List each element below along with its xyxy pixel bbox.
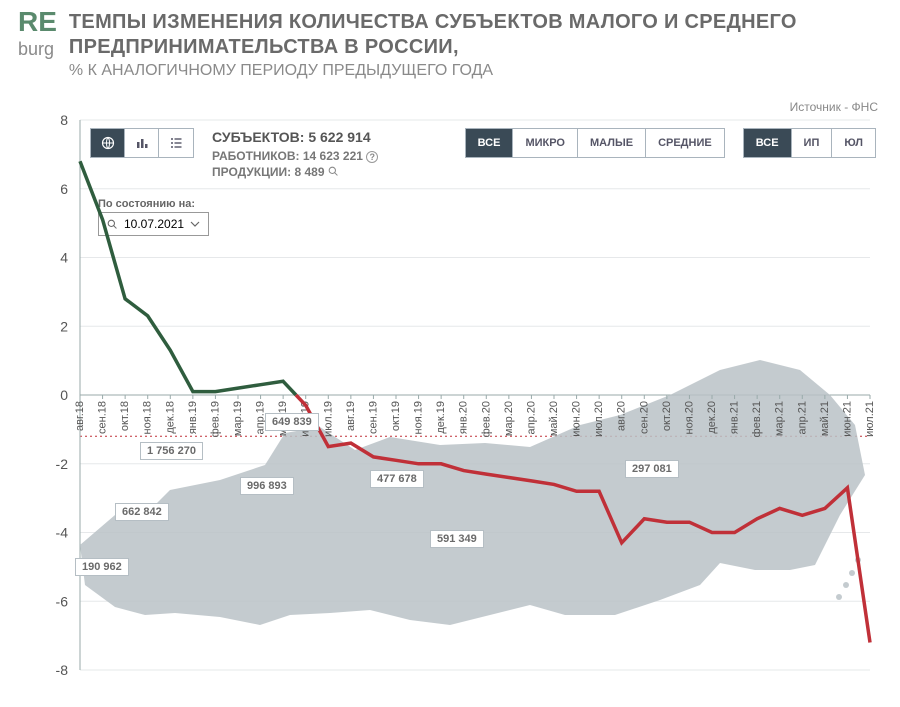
svg-text:мар.21: мар.21: [774, 401, 786, 436]
svg-text:май.20: май.20: [548, 401, 560, 436]
svg-text:8: 8: [60, 115, 68, 128]
svg-text:дек.20: дек.20: [706, 401, 718, 434]
svg-text:июл.21: июл.21: [864, 401, 876, 437]
svg-text:сен.19: сен.19: [367, 401, 379, 434]
svg-text:сен.20: сен.20: [638, 401, 650, 434]
svg-text:июн.21: июн.21: [841, 401, 853, 437]
svg-text:-2: -2: [56, 456, 69, 472]
svg-text:фев.20: фев.20: [480, 401, 492, 437]
svg-text:ноя.20: ноя.20: [683, 401, 695, 434]
svg-text:янв.20: янв.20: [458, 401, 470, 434]
svg-text:апр.21: апр.21: [796, 401, 808, 434]
region-label: 996 893: [240, 477, 294, 495]
svg-text:сен.18: сен.18: [97, 401, 109, 434]
svg-text:фев.19: фев.19: [209, 401, 221, 437]
svg-text:июл.20: июл.20: [593, 401, 605, 437]
svg-text:ноя.18: ноя.18: [142, 401, 154, 434]
svg-text:окт.18: окт.18: [119, 401, 131, 431]
svg-text:янв.21: янв.21: [729, 401, 741, 434]
svg-text:авг.19: авг.19: [345, 401, 357, 431]
svg-text:июн.20: июн.20: [571, 401, 583, 437]
page-title: ТЕМПЫ ИЗМЕНЕНИЯ КОЛИЧЕСТВА СУБЪЕКТОВ МАЛ…: [69, 10, 882, 60]
svg-text:ноя.19: ноя.19: [413, 401, 425, 434]
svg-text:фев.21: фев.21: [751, 401, 763, 437]
region-label: 297 081: [625, 460, 679, 478]
svg-text:янв.19: янв.19: [187, 401, 199, 434]
title-block: ТЕМПЫ ИЗМЕНЕНИЯ КОЛИЧЕСТВА СУБЪЕКТОВ МАЛ…: [69, 10, 882, 80]
svg-text:авг.18: авг.18: [74, 401, 86, 431]
region-label: 591 349: [430, 530, 484, 548]
svg-text:дек.19: дек.19: [435, 401, 447, 434]
svg-text:окт.19: окт.19: [390, 401, 402, 431]
logo-top: RE: [18, 6, 57, 37]
svg-text:2: 2: [60, 318, 68, 334]
region-label: 662 842: [115, 503, 169, 521]
svg-text:май.21: май.21: [819, 401, 831, 436]
svg-text:мар.19: мар.19: [232, 401, 244, 436]
svg-text:мар.20: мар.20: [503, 401, 515, 436]
svg-text:0: 0: [60, 387, 68, 403]
header: RE burg ТЕМПЫ ИЗМЕНЕНИЯ КОЛИЧЕСТВА СУБЪЕ…: [0, 0, 900, 80]
region-label: 477 678: [370, 470, 424, 488]
logo-bottom: burg: [18, 39, 54, 59]
region-label: 190 962: [75, 558, 129, 576]
svg-text:дек.18: дек.18: [164, 401, 176, 434]
svg-text:-8: -8: [56, 662, 69, 678]
svg-text:6: 6: [60, 181, 68, 197]
svg-text:-4: -4: [56, 525, 69, 541]
logo: RE burg: [18, 10, 57, 58]
region-label: 1 756 270: [140, 442, 203, 460]
svg-text:апр.20: апр.20: [525, 401, 537, 434]
region-label: 649 839: [265, 413, 319, 431]
page-subtitle: % К АНАЛОГИЧНОМУ ПЕРИОДУ ПРЕДЫДУЩЕГО ГОД…: [69, 62, 882, 80]
svg-text:авг.20: авг.20: [616, 401, 628, 431]
svg-text:-6: -6: [56, 593, 69, 609]
main-chart: авг.18 сен.18 окт.18 ноя.18 дек.18 янв.19 фев.…: [20, 115, 880, 685]
svg-text:окт.20: окт.20: [661, 401, 673, 431]
source-label: Источник - ФНС: [790, 100, 878, 114]
svg-text:июл.19: июл.19: [322, 401, 334, 437]
svg-text:4: 4: [60, 250, 68, 266]
